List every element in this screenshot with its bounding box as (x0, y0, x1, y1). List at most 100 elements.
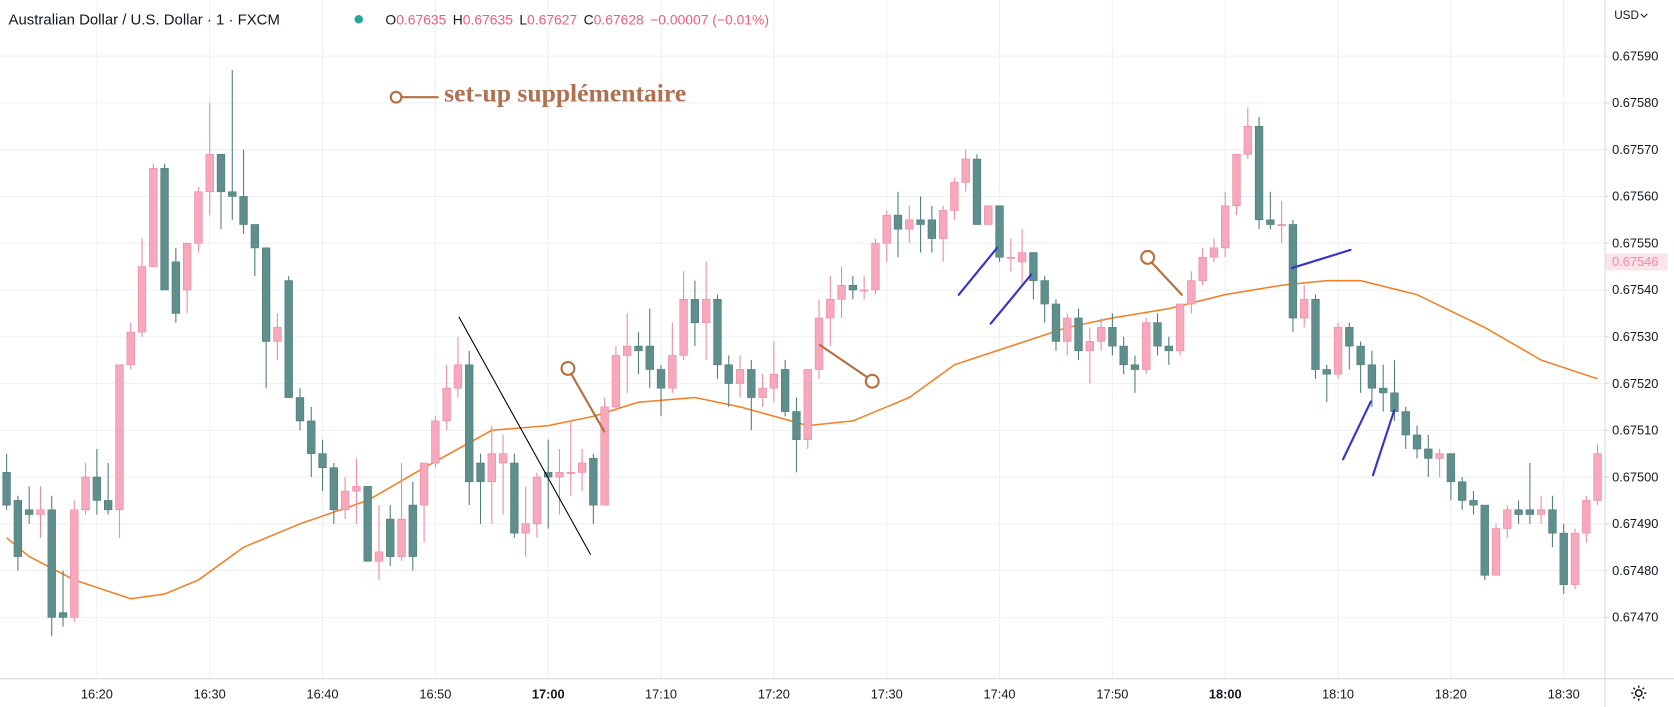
candle-body (160, 168, 169, 291)
blue-line (1371, 409, 1396, 477)
candle-body (656, 369, 666, 389)
x-tick-label: 17:40 (984, 686, 1016, 701)
y-tick-label: 0.67470 (1612, 610, 1658, 625)
candle-body (882, 214, 891, 244)
blue-line (1290, 248, 1352, 270)
symbol-title: Australian Dollar / U.S. Dollar · 1 · FX… (9, 12, 280, 29)
candle-body (848, 284, 858, 291)
candle-body (1446, 453, 1456, 483)
candle-body (1164, 345, 1173, 352)
candle-body (1412, 434, 1422, 450)
marker-line (1150, 261, 1183, 296)
candle-body (1367, 364, 1377, 389)
candle-body (498, 453, 508, 464)
candle-body (769, 373, 779, 389)
candle-body (58, 612, 68, 618)
candle-body (374, 551, 384, 562)
candle-body (1063, 317, 1072, 342)
candle-body (81, 476, 90, 511)
x-tick-label: 17:00 (532, 686, 565, 701)
candle-body (1051, 303, 1061, 342)
candle-body (1153, 322, 1162, 347)
candle-body (938, 210, 948, 239)
candle-body (1593, 453, 1602, 501)
candle-body (1559, 532, 1568, 585)
candle-body (577, 462, 587, 473)
candle-body (1209, 247, 1219, 258)
candle-body (1503, 509, 1512, 529)
candle-body (47, 509, 56, 618)
x-tick-label: 18:20 (1435, 686, 1467, 701)
candle-body (1006, 256, 1015, 259)
candle-body (465, 364, 474, 483)
candle-body (1390, 392, 1399, 412)
ohlc-value: 0.67635 (463, 12, 513, 28)
candle-body (1175, 303, 1185, 352)
candle-body (1570, 532, 1580, 585)
candle-body (408, 504, 417, 557)
candle-body (589, 458, 598, 506)
candle-body (431, 420, 440, 464)
candle-body (36, 509, 45, 515)
candle-body (679, 299, 688, 356)
candle-body (972, 158, 982, 225)
currency[interactable]: USD (1614, 9, 1639, 22)
blue-line (957, 246, 999, 296)
candle-body (1221, 205, 1230, 249)
candle-body (814, 317, 824, 370)
candle-body (453, 364, 463, 389)
candle-body (1085, 341, 1094, 352)
ohlc-key: H (453, 12, 463, 28)
candle-body (1379, 387, 1388, 394)
candle-body (250, 224, 260, 249)
ohlc: O0.67635 H0.67635 L0.67627 C0.67628 −0.00007… (385, 12, 769, 28)
candle-body (261, 247, 271, 342)
candle-body (961, 158, 970, 183)
x-tick-label: 18:00 (1209, 686, 1242, 701)
candle-body (476, 462, 485, 483)
y-tick-label: 0.67520 (1612, 376, 1658, 391)
y-tick-label: 0.67580 (1612, 95, 1658, 110)
candle-body (295, 397, 305, 422)
candle-body (826, 299, 835, 319)
candle-body (747, 369, 756, 398)
status-dot (354, 14, 363, 24)
candle-body (984, 205, 993, 225)
x-tick-label: 16:30 (194, 686, 226, 701)
candle-body (1514, 509, 1523, 515)
x-tick-label: 16:20 (81, 686, 113, 701)
marker-circle (560, 360, 576, 376)
ohlc-value: 0.67628 (594, 12, 644, 28)
marker-circle (1140, 249, 1156, 265)
y-tick-label: 0.67480 (1612, 563, 1658, 578)
candle-body (137, 266, 147, 333)
ohlc-key: O (385, 12, 396, 28)
y-tick-label: 0.67530 (1612, 329, 1658, 344)
candle-body (668, 355, 677, 389)
ohlc-change: −0.00007 (−0.01%) (650, 12, 769, 28)
ohlc-value: 0.67635 (396, 12, 446, 28)
candle-body (1254, 125, 1264, 221)
candle-body (735, 369, 745, 384)
y-tick-label: 0.67590 (1612, 48, 1658, 63)
candle-body (1198, 256, 1207, 281)
candle-body (1435, 453, 1444, 459)
candle-body (1491, 528, 1501, 576)
settings-icon[interactable] (1631, 685, 1647, 701)
candle-body (1243, 125, 1252, 155)
candle-body (645, 345, 654, 370)
candle-body (115, 364, 124, 511)
dropdown-icon[interactable] (1640, 13, 1648, 18)
candle-body (1424, 448, 1433, 459)
candle-body (702, 299, 711, 324)
ohlc-key: L (519, 12, 527, 28)
candle-body (780, 369, 790, 412)
candle-body (228, 191, 237, 197)
candle-body (329, 467, 338, 511)
candle-body (1300, 299, 1309, 319)
blue-line (989, 273, 1033, 325)
candle-body (340, 490, 350, 511)
